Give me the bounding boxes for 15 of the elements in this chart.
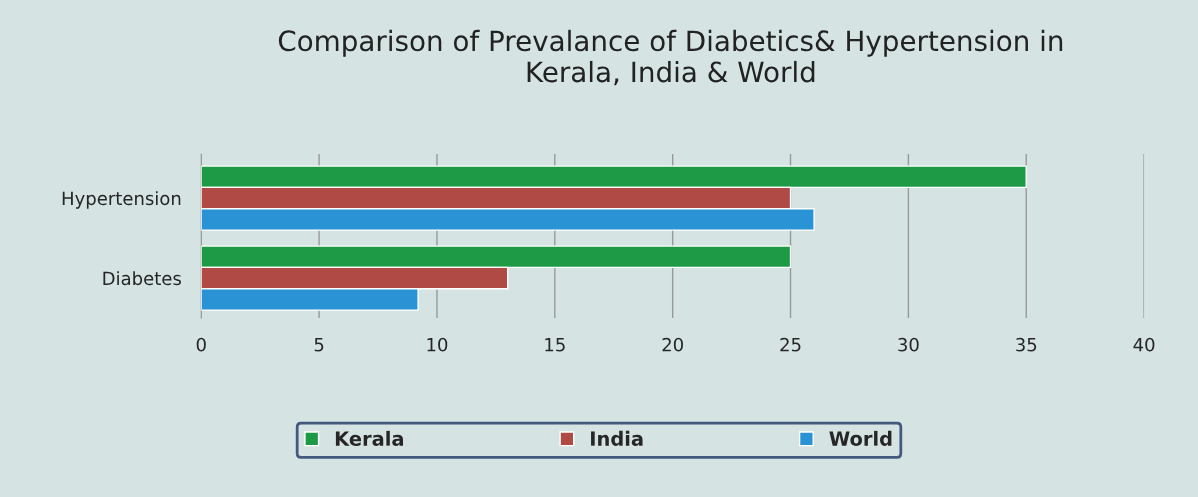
x-tick-label: 15 [545, 338, 565, 352]
x-tick-label: 0 [196, 337, 206, 352]
x-tick-label: 25 [780, 337, 801, 352]
y-tick-label: Hypertension [62, 191, 181, 209]
legend-label: World [829, 430, 892, 446]
y-tick-label: Diabetes [103, 271, 181, 286]
x-tick-label: 10 [427, 337, 448, 352]
x-tick-label: 40 [1133, 337, 1155, 352]
x-tick-label: 5 [314, 338, 324, 352]
x-tick-label: 30 [898, 337, 919, 352]
chart-title: Comparison of Prevalance of Diabetics& Hypertension in Kerala, India & World [278, 29, 1063, 86]
x-tick-label: 20 [662, 337, 683, 352]
legend-label: India [591, 430, 643, 446]
x-tick-label: 35 [1016, 337, 1037, 352]
legend-label: Kerala [335, 430, 404, 446]
